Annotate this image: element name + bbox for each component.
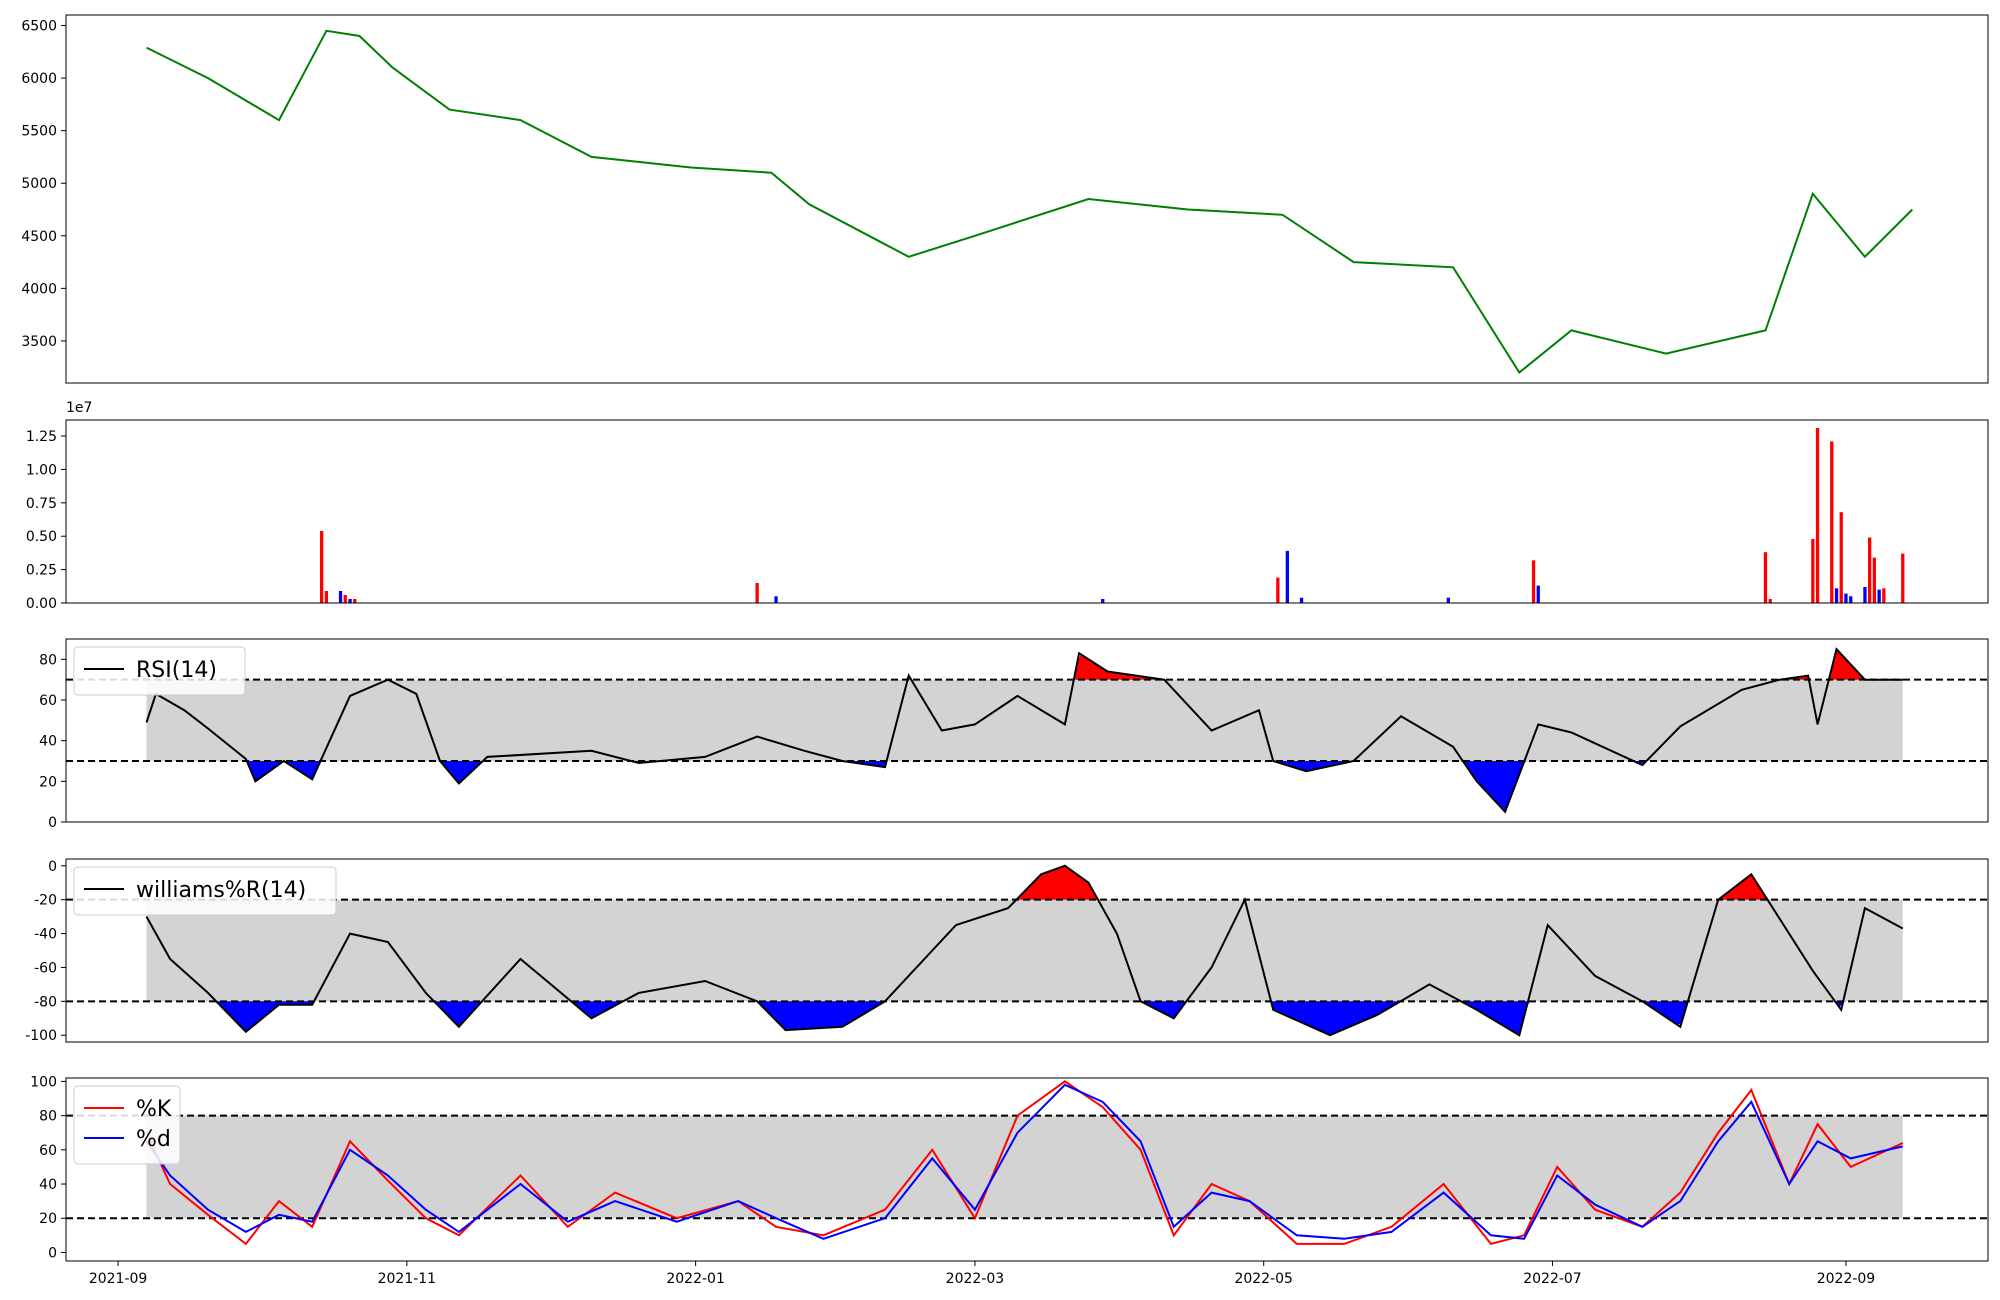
williams-r-chart-panel: 0 -20 -40 -60 -80 -100 williams%R(14): [25, 858, 1989, 1044]
y-tick-label: 4000: [21, 281, 57, 297]
y-tick-label: -40: [34, 927, 57, 943]
y-tick-label: 20: [39, 1211, 57, 1227]
volume-scale-exponent: 1e7: [66, 400, 92, 416]
y-tick-label: 60: [39, 1143, 57, 1159]
neutral-band: [146, 679, 1903, 761]
volume-bar: [774, 596, 778, 603]
price-line: [146, 29, 1914, 374]
volume-bar: [1877, 589, 1881, 603]
x-tick-label: 2022-07: [1523, 1271, 1582, 1287]
volume-bar: [1844, 593, 1848, 603]
y-tick-label: 80: [39, 1109, 57, 1125]
legend-box: [73, 866, 337, 916]
y-tick-label: 0.25: [26, 563, 57, 579]
volume-bar: [1872, 557, 1876, 603]
y-tick-label: 0: [48, 1245, 57, 1261]
x-tick-label: 2021-11: [378, 1271, 437, 1287]
volume-bar: [338, 591, 343, 603]
price-plot-frame: [65, 14, 1989, 384]
volume-bar: [1882, 588, 1886, 603]
volume-bar: [1531, 560, 1536, 603]
volume-bar: [1285, 550, 1289, 603]
y-tick-label: -80: [34, 994, 57, 1010]
x-tick-label: 2021-09: [89, 1271, 148, 1287]
volume-chart-panel: 1.25 1.00 0.75 0.50 0.25 0.00 1e7: [26, 400, 1989, 612]
legend-label: williams%R(14): [136, 878, 306, 903]
stochastic-chart-panel: 100 80 60 40 20 0 %K %d: [30, 1074, 1989, 1262]
volume-bar: [1811, 538, 1815, 603]
volume-bar: [1815, 428, 1820, 603]
volume-bar: [343, 595, 347, 603]
y-tick-label: -100: [25, 1028, 57, 1044]
y-tick-label: -20: [34, 893, 57, 909]
williams-r-line: [145, 864, 1904, 1037]
volume-bar: [320, 530, 324, 603]
volume-bar: [348, 599, 352, 603]
volume-bar: [1299, 597, 1304, 603]
x-tick-label: 2022-01: [666, 1271, 725, 1287]
y-tick-label: -60: [34, 960, 57, 976]
y-tick-label: 5500: [21, 124, 57, 140]
y-tick-label: 6500: [21, 19, 57, 35]
y-tick-label: 5000: [21, 176, 57, 192]
y-tick-label: 40: [39, 1177, 57, 1193]
neutral-band: [146, 1115, 1903, 1219]
series-line-d: [145, 1083, 1904, 1240]
overbought-fill: [146, 866, 1903, 900]
volume-bar: [1763, 552, 1768, 603]
volume-bar: [324, 591, 328, 603]
rsi-plot-frame: [65, 638, 1989, 823]
y-tick-label: 40: [39, 734, 57, 750]
y-tick-label: 100: [30, 1074, 57, 1090]
volume-plot-frame: [65, 419, 1989, 604]
rsi-line: [145, 647, 1903, 814]
legend-label: %K: [136, 1097, 172, 1122]
x-tick-label: 2022-09: [1817, 1271, 1876, 1287]
stochastic-plot-frame: [65, 1077, 1989, 1262]
volume-bar: [353, 599, 357, 603]
volume-bar: [1868, 537, 1872, 603]
y-tick-label: 1.00: [26, 462, 57, 478]
y-tick-label: 20: [39, 774, 57, 790]
volume-bar: [1536, 585, 1540, 603]
volume-bar: [1830, 441, 1834, 603]
y-tick-label: 1.25: [26, 429, 57, 445]
y-tick-label: 80: [39, 652, 57, 668]
y-tick-label: 0.75: [26, 496, 57, 512]
legend-box: [73, 1085, 181, 1165]
volume-bar: [1901, 553, 1905, 603]
legend-label: RSI(14): [136, 658, 217, 683]
neutral-band: [146, 899, 1903, 1002]
volume-bar: [1849, 596, 1853, 603]
volume-bar: [1863, 587, 1867, 603]
legend-label: %d: [136, 1127, 171, 1152]
y-tick-label: 3500: [21, 334, 57, 350]
y-tick-label: 0: [48, 859, 57, 875]
y-tick-label: 60: [39, 693, 57, 709]
volume-bar: [1276, 577, 1280, 603]
shared-date-axis: 2021-09 2021-11 2022-01 2022-03 2022-05 2022-…: [89, 1261, 1875, 1287]
y-tick-label: 4500: [21, 229, 57, 245]
volume-bar: [1101, 599, 1105, 603]
oversold-fill: [146, 761, 1903, 810]
volume-bar: [1446, 597, 1450, 603]
williams-r-plot-frame: [65, 858, 1989, 1043]
volume-bar: [1839, 512, 1843, 603]
volume-bar: [1834, 588, 1839, 603]
y-tick-label: 6000: [21, 71, 57, 87]
y-tick-label: 0.00: [26, 596, 57, 612]
volume-bar: [755, 583, 759, 603]
volume-bar: [1768, 599, 1772, 603]
rsi-chart-panel: 80 60 40 20 0 RSI(14): [39, 638, 1989, 831]
y-tick-label: 0: [48, 815, 57, 831]
x-tick-label: 2022-05: [1234, 1271, 1293, 1287]
price-chart-panel: 6500 6000 5500 5000 4500 4000 3500: [21, 14, 1989, 384]
legend-box: [73, 646, 246, 696]
y-tick-label: 0.50: [26, 529, 57, 545]
x-tick-label: 2022-03: [946, 1271, 1005, 1287]
overbought-fill: [146, 651, 1903, 680]
oversold-fill: [146, 1001, 1903, 1036]
